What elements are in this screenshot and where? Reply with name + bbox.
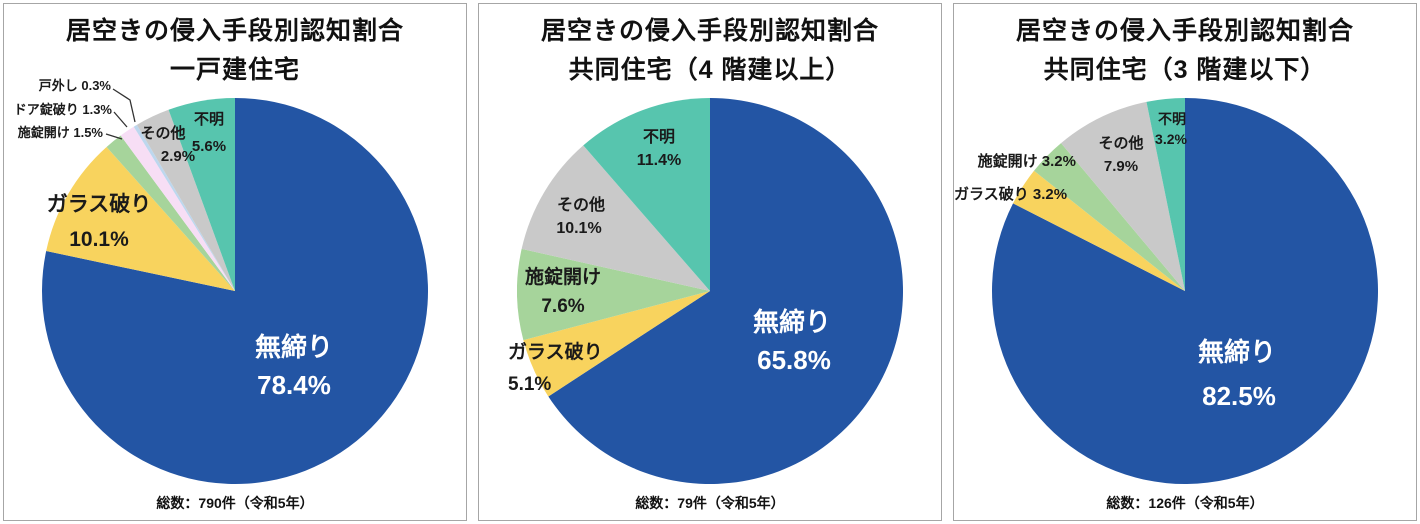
total-count: 総数：126件（令和5年）: [1106, 495, 1264, 511]
slice-pct-sonota: 2.9%: [160, 148, 196, 165]
slice-pct-fumei: 11.4%: [636, 152, 682, 169]
slice-pct-mujimari: 82.5%: [1202, 381, 1276, 411]
pie-slice-ガラス破り: [46, 146, 235, 291]
panel-apartment-4plus: 居空きの侵入手段別認知割合 共同住宅（4 階建以上） 不明 11.4% その他 …: [478, 3, 942, 521]
chart-subtitle: 共同住宅（4 階建以上）: [568, 56, 852, 84]
slice-label-mujimari: 無締り: [254, 332, 333, 362]
slice-pct: 0.3%: [81, 78, 111, 93]
slice-pct: 1.5%: [73, 125, 103, 140]
slice-label-glass: ガラス破り: [508, 342, 603, 363]
panel-apartment-3minus: 居空きの侵入手段別認知割合 共同住宅（3 階建以下） 不明 3.2% その他 7…: [953, 3, 1417, 521]
slice-label-todohazushi: 戸外し 0.3%: [4, 78, 111, 93]
slice-label-sejo: 施錠開け 1.5%: [4, 125, 103, 140]
pie-slice-施錠開け: [1034, 143, 1185, 291]
slice-label-sejo: 施錠開け 3.2%: [954, 153, 1076, 171]
pie-slice-不明: [168, 98, 235, 291]
slice-name: 施錠開け: [17, 125, 70, 140]
slice-label-sejo: 施錠開け: [524, 267, 601, 288]
pie-slice-無締り: [548, 98, 903, 484]
pie-chart-apartment-4plus: [517, 98, 903, 484]
slice-label-mujimari: 無締り: [752, 307, 831, 337]
slice-name: ドア錠破り: [13, 102, 79, 117]
slice-name: 戸外し: [38, 78, 78, 93]
pie-slice-戸外し: [133, 124, 235, 291]
slice-label-glass: ガラス破り: [46, 193, 152, 216]
slice-pct: 3.2%: [1032, 186, 1068, 203]
slice-name: 施錠開け: [977, 153, 1038, 170]
total-count: 総数：790件（令和5年）: [156, 495, 314, 511]
pie-chart-detached: [42, 98, 428, 484]
slice-pct-mujimari: 78.4%: [257, 370, 331, 400]
pie-slice-その他: [521, 145, 710, 291]
slice-pct: 3.2%: [1041, 153, 1076, 170]
slice-label-glass: ガラス破り 3.2%: [954, 186, 1068, 204]
pie-slice-ガラス破り: [523, 291, 710, 397]
slice-pct-glass: 5.1%: [508, 374, 552, 395]
slice-label-sonota: その他: [556, 197, 605, 214]
slice-label-fumei: 不明: [1158, 111, 1186, 127]
pie-slice-ドア錠破り: [120, 126, 235, 291]
chart-title: 居空きの侵入手段別認知割合: [65, 17, 404, 45]
slice-pct-mujimari: 65.8%: [757, 345, 831, 375]
slice-pct-sejo: 7.6%: [541, 296, 585, 317]
pie-slice-不明: [1146, 98, 1185, 291]
slice-pct-fumei: 3.2%: [1155, 131, 1187, 147]
slice-pct-glass: 10.1%: [69, 228, 129, 251]
pie-slice-無締り: [42, 98, 428, 484]
pie-slice-不明: [583, 98, 710, 291]
pie-slice-施錠開け: [106, 135, 235, 291]
pie-chart-apartment-3minus: [992, 98, 1378, 484]
chart-title: 居空きの侵入手段別認知割合: [540, 17, 879, 45]
pie-slice-無締り: [992, 98, 1378, 484]
slice-label-fumei: 不明: [642, 129, 675, 146]
slice-name: ガラス破り: [954, 186, 1029, 203]
chart-title: 居空きの侵入手段別認知割合: [1015, 17, 1354, 45]
chart-subtitle: 共同住宅（3 階建以下）: [1043, 56, 1327, 84]
panel-detached-house: 居空きの侵入手段別認知割合 一戸建住宅 戸外し 0.3% ドア錠破り 1.3% …: [3, 3, 467, 521]
slice-pct-sonota: 10.1%: [556, 220, 602, 237]
chart-subtitle: 一戸建住宅: [169, 56, 300, 84]
slice-pct: 1.3%: [82, 102, 112, 117]
total-count: 総数：79件（令和5年）: [635, 495, 785, 511]
slice-label-mujimari: 無締り: [1197, 337, 1276, 367]
pie-slice-その他: [1061, 101, 1185, 291]
slice-label-sonota: その他: [140, 125, 186, 142]
slice-pct-fumei: 5.6%: [191, 138, 227, 155]
pie-slice-その他: [136, 109, 235, 291]
slice-pct-sonota: 7.9%: [1103, 158, 1139, 175]
slice-label-sonota: その他: [1098, 135, 1144, 152]
slice-label-fumei: 不明: [193, 111, 224, 128]
pie-slice-施錠開け: [517, 248, 710, 341]
pie-slice-ガラス破り: [1013, 170, 1185, 291]
slice-label-doorlock: ドア錠破り 1.3%: [4, 102, 112, 117]
